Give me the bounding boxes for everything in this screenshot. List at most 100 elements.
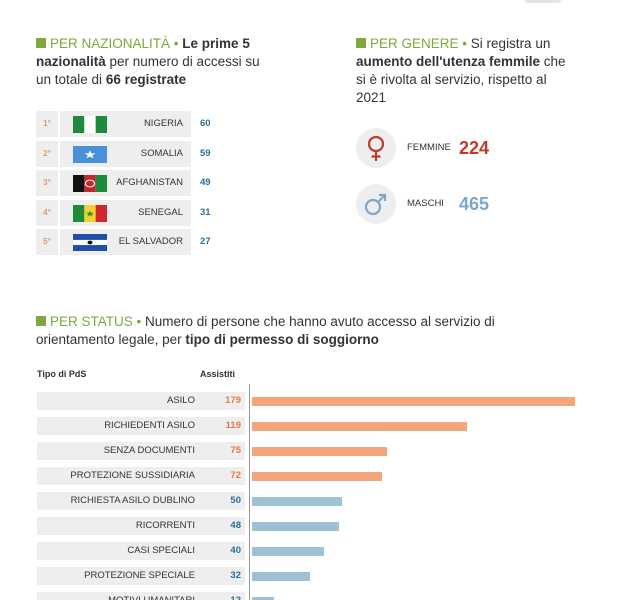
- nationality-row: 4° SENEGAL 31: [36, 199, 224, 226]
- chart-value-header: Assistiti: [200, 369, 236, 379]
- chart-value-label: 48: [230, 520, 241, 531]
- chart-value-label: 119: [225, 420, 241, 431]
- nationality-value: 27: [200, 236, 211, 247]
- bullet: •: [462, 36, 468, 51]
- status-heading: PER STATUS • Numero di persone che hanno…: [36, 313, 576, 349]
- chart-bar: [252, 472, 382, 481]
- green-square-icon: [36, 316, 46, 326]
- nationality-name: EL SALVADOR: [118, 236, 183, 247]
- chart-category-label: PROTEZIONE SPECIALE: [84, 570, 195, 581]
- top-tab-decoration: [525, 0, 561, 3]
- chart-category-label: RICHIESTA ASILO DUBLINO: [70, 495, 195, 506]
- chart-category-label: MOTIVI UMANITARI: [108, 592, 195, 600]
- nationality-cell: EL SALVADOR: [60, 229, 191, 255]
- chart-bar: [252, 597, 274, 600]
- chart-category-label: CASI SPECIALI: [127, 545, 195, 556]
- afghanistan-flag-icon: [73, 175, 107, 192]
- male-symbol-icon: [356, 184, 396, 224]
- gender-male-row: MASCHI 465: [356, 184, 596, 224]
- chart-category-cell: RICHIEDENTI ASILO 119: [37, 417, 245, 435]
- nigeria-flag-icon: [73, 116, 107, 133]
- rank-badge: 1°: [36, 111, 58, 137]
- female-value: 224: [459, 138, 490, 158]
- chart-category-label: PROTEZIONE SUSSIDIARIA: [70, 470, 195, 481]
- nationality-heading: PER NAZIONALITÀ • Le prime 5 nazionalità…: [36, 35, 276, 89]
- chart-bar: [252, 522, 339, 531]
- el-salvador-flag-icon: [73, 234, 107, 251]
- nationality-name: NIGERIA: [143, 118, 183, 129]
- nationality-desc-bold2: 66 registrate: [105, 72, 187, 87]
- nationality-title: PER NAZIONALITÀ: [50, 36, 171, 51]
- male-value: 465: [459, 194, 490, 214]
- nationality-row: 1° NIGERIA 60: [36, 111, 224, 137]
- status-desc-text: Numero di persone che hanno avuto access…: [36, 314, 495, 347]
- nationality-row: 3° AFGHANISTAN 49: [36, 170, 224, 196]
- chart-category-cell: SENZA DOCUMENTI 75: [37, 442, 245, 460]
- chart-category-label: RICORRENTI: [135, 520, 195, 531]
- green-square-icon: [36, 38, 46, 48]
- chart-category-label: SENZA DOCUMENTI: [103, 445, 195, 456]
- gender-desc-bold: aumento dell'utenza femmile: [356, 54, 540, 69]
- gender-heading: PER GENERE • Si registra un aumento dell…: [356, 35, 566, 107]
- nationality-row: 5° EL SALVADOR 27: [36, 229, 224, 255]
- nationality-desc-text: per numero di accessi su un totale di: [36, 54, 260, 87]
- nationality-cell: SOMALIA: [60, 140, 191, 167]
- chart-value-label: 50: [230, 495, 241, 506]
- nationality-row: 2° SOMALIA 59: [36, 140, 224, 167]
- nationality-name: AFGHANISTAN: [116, 177, 183, 188]
- green-square-icon: [356, 38, 366, 48]
- chart-category-cell: PROTEZIONE SPECIALE 32: [37, 567, 245, 585]
- chart-bar: [252, 422, 467, 431]
- chart-category-cell: RICORRENTI 48: [37, 517, 245, 535]
- chart-value-label: 12: [230, 592, 241, 600]
- chart-category-label: RICHIEDENTI ASILO: [104, 420, 195, 431]
- rank-badge: 3°: [36, 170, 58, 196]
- chart-category-cell: MOTIVI UMANITARI 12: [37, 592, 245, 600]
- female-symbol-icon: [356, 128, 396, 168]
- nationality-desc-bold1: Le prime 5 nazionalità: [36, 36, 250, 69]
- gender-female-row: FEMMINE 224: [356, 128, 596, 168]
- nationality-name: SOMALIA: [140, 147, 183, 159]
- status-title: PER STATUS: [50, 314, 133, 329]
- chart-category-cell: CASI SPECIALI 40: [37, 542, 245, 560]
- nationality-cell: AFGHANISTAN: [60, 170, 191, 196]
- chart-bar: [252, 547, 324, 556]
- chart-category-cell: RICHIESTA ASILO DUBLINO 50: [37, 492, 245, 510]
- nationality-cell: SENEGAL: [60, 199, 191, 226]
- chart-axis-line: [249, 384, 250, 600]
- gender-desc-text1: Si registra un: [470, 36, 551, 51]
- chart-bar: [252, 572, 310, 581]
- chart-category-cell: PROTEZIONE SUSSIDIARIA 72: [37, 467, 245, 485]
- chart-bar: [252, 497, 342, 506]
- chart-value-label: 72: [230, 470, 241, 481]
- chart-value-label: 32: [230, 570, 241, 581]
- chart-value-label: 179: [225, 395, 241, 406]
- gender-title: PER GENERE: [370, 36, 459, 51]
- rank-badge: 2°: [36, 140, 58, 167]
- nationality-value: 31: [200, 206, 211, 218]
- nationality-cell: NIGERIA: [60, 111, 191, 137]
- chart-value-label: 40: [230, 545, 241, 556]
- bullet: •: [136, 314, 142, 329]
- bullet: •: [173, 36, 179, 51]
- somalia-flag-icon: [73, 145, 107, 163]
- nationality-table: 1° NIGERIA 60 2° SOMALIA 59 3° AFGHANIST…: [36, 111, 224, 259]
- status-desc-bold: tipo di permesso di soggiorno: [185, 332, 379, 347]
- nationality-value: 60: [200, 118, 211, 129]
- chart-bar: [252, 447, 387, 456]
- rank-badge: 5°: [36, 229, 58, 255]
- rank-badge: 4°: [36, 199, 58, 226]
- chart-category-header: Tipo di PdS: [37, 369, 87, 379]
- nationality-value: 49: [200, 177, 211, 188]
- chart-bar: [252, 397, 575, 406]
- chart-category-cell: ASILO 179: [37, 392, 245, 410]
- gender-desc-text2: che si è rivolta al servizio, rispetto a…: [356, 54, 566, 105]
- male-label: MASCHI: [407, 198, 444, 209]
- nationality-value: 59: [200, 147, 211, 159]
- senegal-flag-icon: [73, 204, 107, 222]
- chart-category-label: ASILO: [167, 395, 195, 406]
- female-label: FEMMINE: [407, 142, 451, 153]
- nationality-name: SENEGAL: [138, 206, 183, 218]
- chart-value-label: 75: [230, 445, 241, 456]
